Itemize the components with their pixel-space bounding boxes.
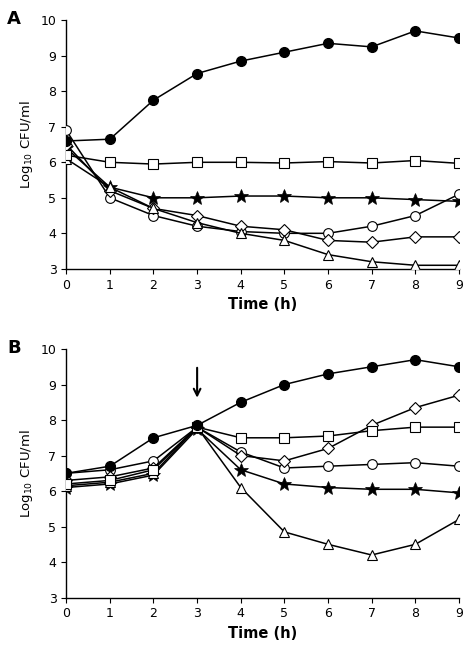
X-axis label: Time (h): Time (h)	[228, 626, 297, 641]
Y-axis label: Log$_{10}$ CFU/ml: Log$_{10}$ CFU/ml	[18, 100, 35, 189]
Y-axis label: Log$_{10}$ CFU/ml: Log$_{10}$ CFU/ml	[18, 429, 35, 518]
X-axis label: Time (h): Time (h)	[228, 297, 297, 312]
Text: A: A	[7, 10, 21, 28]
Text: B: B	[7, 339, 21, 357]
